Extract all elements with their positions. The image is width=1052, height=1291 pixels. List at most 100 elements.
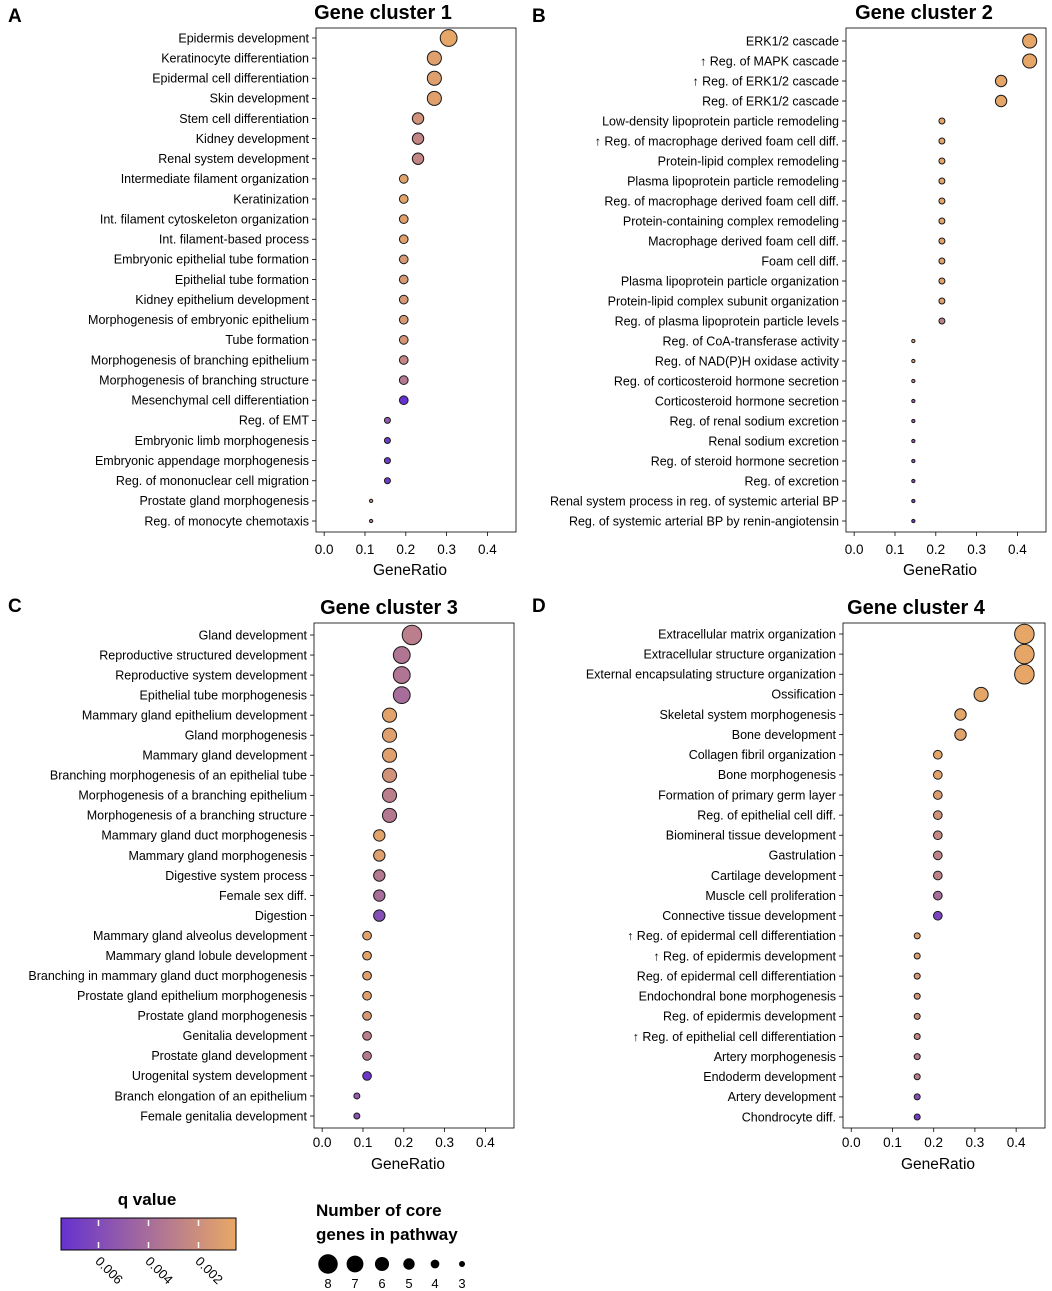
size-legend-dot bbox=[318, 1254, 338, 1274]
term-label: Morphogenesis of branching epithelium bbox=[91, 353, 309, 367]
data-point bbox=[398, 294, 409, 305]
x-tick-label: 0.0 bbox=[845, 542, 864, 557]
term-label: Branching in mammary gland duct morphoge… bbox=[28, 969, 307, 983]
data-point bbox=[362, 950, 372, 961]
data-point bbox=[398, 254, 409, 265]
data-point bbox=[373, 849, 386, 862]
panel-title: Gene cluster 1 bbox=[314, 2, 452, 24]
size-legend-title: genes in pathway bbox=[316, 1225, 458, 1244]
x-tick-label: 0.0 bbox=[842, 1135, 861, 1150]
term-label: Genitalia development bbox=[183, 1029, 308, 1043]
term-label: Mesenchymal cell differentiation bbox=[131, 394, 309, 408]
x-tick-label: 0.2 bbox=[926, 542, 945, 557]
panel-a: A Gene cluster 1 Epidermis development Kera… bbox=[8, 2, 517, 579]
term-label: Gland development bbox=[199, 628, 308, 642]
term-label: ↑ Reg. of macrophage derived foam cell d… bbox=[595, 134, 839, 148]
data-point bbox=[1022, 33, 1038, 49]
term-label: Prostate gland morphogenesis bbox=[137, 1009, 307, 1023]
term-label: Collagen fibril organization bbox=[689, 748, 836, 762]
term-label: Reg. of mononuclear cell migration bbox=[116, 474, 309, 488]
term-label: Mammary gland alveolus development bbox=[93, 929, 308, 943]
term-label: Low-density lipoprotein particle remodel… bbox=[602, 114, 839, 128]
data-point bbox=[911, 358, 916, 364]
data-point bbox=[381, 767, 398, 783]
term-label: Digestion bbox=[255, 909, 307, 923]
size-legend-dot bbox=[374, 1256, 390, 1272]
x-tick-label: 0.4 bbox=[476, 1135, 495, 1150]
term-label: Reg. of macrophage derived foam cell dif… bbox=[604, 194, 839, 208]
panel-title: Gene cluster 2 bbox=[855, 2, 993, 24]
size-legend-label: 3 bbox=[458, 1276, 465, 1291]
color-legend-title: q value bbox=[118, 1190, 177, 1209]
data-point bbox=[913, 932, 921, 940]
term-label: Corticosteroid hormone secretion bbox=[655, 394, 839, 408]
term-label: Morphogenesis of embryonic epithelium bbox=[88, 313, 309, 327]
data-point bbox=[913, 1033, 921, 1040]
term-label: Gland morphogenesis bbox=[185, 729, 307, 743]
x-axis-label: GeneRatio bbox=[371, 1156, 445, 1173]
term-label: Artery morphogenesis bbox=[714, 1050, 836, 1064]
data-point bbox=[938, 137, 946, 145]
term-label: Intermediate filament organization bbox=[121, 172, 309, 186]
data-point bbox=[398, 355, 409, 365]
data-point bbox=[938, 157, 946, 165]
size-legend-label: 5 bbox=[405, 1276, 412, 1291]
term-label: Reg. of epidermal cell differentiation bbox=[637, 969, 836, 983]
data-point bbox=[381, 807, 398, 823]
term-label: Reg. of epidermis development bbox=[663, 1010, 837, 1024]
data-point bbox=[368, 498, 374, 504]
size-legend: Number of core genes in pathway 8 7 6 5 4 3 bbox=[316, 1201, 466, 1291]
term-label: Reg. of steroid hormone secretion bbox=[651, 454, 839, 468]
panel-letter: B bbox=[532, 6, 546, 27]
term-label: Reg. of excretion bbox=[745, 474, 840, 488]
data-point bbox=[381, 787, 398, 803]
data-point bbox=[932, 830, 943, 841]
x-tick-label: 0.1 bbox=[883, 1135, 902, 1150]
data-point bbox=[398, 234, 409, 245]
term-label: Int. filament cytoskeleton organization bbox=[100, 212, 309, 226]
data-point bbox=[383, 416, 391, 424]
x-tick-label: 0.0 bbox=[315, 542, 334, 557]
term-label: Reg. of ERK1/2 cascade bbox=[702, 94, 839, 108]
term-label: Renal system process in reg. of systemic… bbox=[550, 494, 839, 508]
term-label: Epidermis development bbox=[178, 31, 309, 45]
term-label: Extracellular structure organization bbox=[644, 647, 836, 661]
term-label: Artery development bbox=[728, 1090, 837, 1104]
plot-area bbox=[315, 27, 517, 533]
term-label: Reg. of corticosteroid hormone secretion bbox=[614, 374, 839, 388]
term-label: Prostate gland epithelium morphogenesis bbox=[77, 989, 307, 1003]
term-label: Embryonic appendage morphogenesis bbox=[95, 454, 309, 468]
data-point bbox=[932, 910, 943, 921]
data-point bbox=[398, 335, 409, 345]
term-label: Urogenital system development bbox=[132, 1069, 308, 1083]
term-label: Female genitalia development bbox=[140, 1109, 307, 1123]
term-label: Reg. of plasma lipoprotein particle leve… bbox=[615, 314, 839, 328]
term-label: Prostate gland development bbox=[151, 1049, 307, 1063]
term-label: Ossification bbox=[771, 688, 836, 702]
term-label: Mammary gland morphogenesis bbox=[128, 849, 307, 863]
plot-area bbox=[845, 27, 1047, 533]
term-label: Embryonic epithelial tube formation bbox=[114, 253, 309, 267]
size-legend-dot bbox=[346, 1255, 364, 1273]
data-point bbox=[911, 478, 916, 484]
color-bar-label: 0.002 bbox=[192, 1254, 226, 1288]
data-point bbox=[368, 518, 374, 524]
data-point bbox=[913, 952, 921, 960]
term-label: ERK1/2 cascade bbox=[746, 34, 839, 48]
term-label: Reg. of EMT bbox=[239, 414, 310, 428]
term-label: Bone morphogenesis bbox=[718, 768, 836, 782]
term-label: Renal sodium excretion bbox=[708, 434, 839, 448]
data-point bbox=[994, 94, 1008, 108]
term-label: Plasma lipoprotein particle organization bbox=[621, 274, 839, 288]
data-point bbox=[913, 972, 921, 980]
x-axis-label: GeneRatio bbox=[901, 1156, 975, 1173]
x-tick-label: 0.1 bbox=[886, 542, 905, 557]
data-point bbox=[362, 990, 372, 1001]
data-point bbox=[411, 112, 425, 125]
color-bar-label: 0.004 bbox=[142, 1254, 176, 1288]
term-label: Bone development bbox=[732, 728, 837, 742]
data-point bbox=[383, 457, 391, 465]
x-tick-label: 0.3 bbox=[967, 542, 986, 557]
data-point bbox=[426, 90, 442, 106]
x-tick-label: 0.1 bbox=[356, 542, 375, 557]
